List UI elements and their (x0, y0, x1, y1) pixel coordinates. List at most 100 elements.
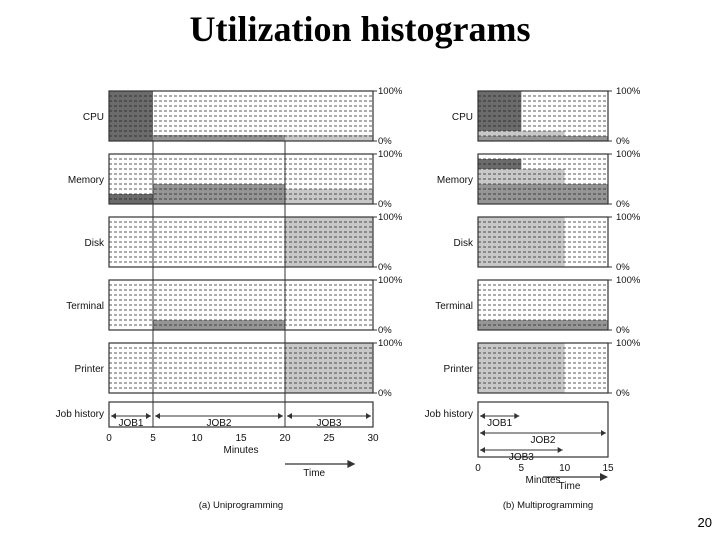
pct-bottom-label: 0% (378, 262, 392, 273)
x-tick-label: 15 (235, 433, 247, 444)
job-history-label: Job history (56, 409, 104, 420)
resource-label: Terminal (66, 301, 104, 312)
pct-bottom-label: 0% (378, 388, 392, 399)
pct-top-label: 100% (378, 338, 403, 349)
histogram-border (477, 216, 609, 268)
resource-label: Printer (444, 364, 474, 375)
histogram-border (108, 216, 374, 268)
resource-label: Disk (85, 238, 105, 249)
resource-row-disk: Disk 100% 0% (85, 212, 403, 273)
pct-bottom-label: 0% (378, 199, 392, 210)
pct-top-label: 100% (378, 275, 403, 286)
arrow-right-icon (557, 447, 563, 453)
x-tick-label: 30 (367, 433, 379, 444)
resource-row-memory: Memory 100% 0% (68, 149, 403, 210)
time-arrow-icon (347, 460, 356, 468)
x-tick-label: 20 (279, 433, 291, 444)
job-history: Job history JOB1 JOB2 JOB3 (425, 401, 609, 463)
resource-row-printer: Printer 100% 0% (75, 338, 403, 399)
arrow-left-icon (287, 413, 292, 419)
x-tick-label: 25 (323, 433, 335, 444)
utilization-bar (478, 136, 608, 141)
resource-row-cpu: CPU 100% 0% (83, 86, 403, 147)
histogram-border (108, 279, 374, 331)
pct-top-label: 100% (616, 149, 641, 160)
arrow-left-icon (480, 430, 485, 436)
histogram-border (108, 153, 374, 205)
pct-top-label: 100% (616, 338, 641, 349)
x-tick-label: 5 (519, 463, 525, 474)
panel-caption: (a) Uniprogramming (199, 500, 283, 511)
pct-bottom-label: 0% (616, 388, 630, 399)
pct-top-label: 100% (616, 275, 641, 286)
pct-top-label: 100% (616, 86, 641, 97)
job-label: JOB3 (316, 418, 341, 429)
pct-bottom-label: 0% (378, 325, 392, 336)
panel-uniprogramming: CPU100%0%Memory100%0%Disk100%0%Terminal1… (56, 86, 403, 511)
slide-title: Utilization histograms (189, 9, 531, 49)
x-tick-label: 10 (559, 463, 571, 474)
time-label: Time (303, 468, 325, 479)
pct-top-label: 100% (378, 86, 403, 97)
resource-row-terminal: Terminal 100% 0% (66, 275, 403, 336)
x-tick-label: 15 (602, 463, 614, 474)
x-tick-label: 0 (475, 463, 481, 474)
job-label: JOB3 (509, 452, 534, 463)
pct-bottom-label: 0% (616, 262, 630, 273)
resource-label: Terminal (435, 301, 473, 312)
histogram-border (477, 90, 609, 142)
pct-top-label: 100% (616, 212, 641, 223)
arrow-right-icon (278, 413, 283, 419)
histogram-border (108, 90, 374, 142)
pct-top-label: 100% (378, 212, 403, 223)
resource-label: Printer (75, 364, 105, 375)
pct-bottom-label: 0% (616, 199, 630, 210)
histogram-border (477, 342, 609, 394)
job-history: Job history JOB1 JOB2 JOB3 (56, 401, 374, 429)
resource-row-memory: Memory 100% 0% (437, 149, 641, 210)
utilization-bar (153, 135, 285, 141)
histogram-border (108, 342, 374, 394)
arrow-right-icon (514, 413, 520, 419)
resource-row-terminal: Terminal 100% 0% (435, 275, 641, 336)
arrow-left-icon (111, 413, 116, 419)
resource-label: Memory (68, 175, 104, 186)
time-arrow-icon (600, 473, 608, 481)
arrow-right-icon (601, 430, 606, 436)
resource-row-printer: Printer 100% 0% (444, 338, 641, 399)
resource-row-disk: Disk 100% 0% (454, 212, 641, 273)
histogram-border (477, 279, 609, 331)
job-label: JOB2 (206, 418, 231, 429)
panel-multiprogramming: CPU100%0%Memory100%0%Disk100%0%Terminal1… (425, 86, 641, 511)
pct-top-label: 100% (378, 149, 403, 160)
x-tick-label: 0 (106, 433, 112, 444)
arrow-left-icon (480, 447, 485, 453)
arrow-right-icon (146, 413, 151, 419)
x-axis-label: Minutes (525, 475, 560, 486)
arrow-left-icon (155, 413, 160, 419)
arrow-right-icon (366, 413, 371, 419)
pct-bottom-label: 0% (616, 136, 630, 147)
job-label: JOB1 (118, 418, 143, 429)
utilization-bar (478, 169, 565, 184)
arrow-left-icon (480, 413, 485, 419)
histogram-border (477, 153, 609, 205)
resource-label: Memory (437, 175, 473, 186)
time-label: Time (559, 481, 581, 492)
job-label: JOB2 (530, 435, 555, 446)
job-history-box (108, 401, 374, 428)
panel-caption: (b) Multiprogramming (503, 500, 593, 511)
x-tick-label: 10 (191, 433, 203, 444)
job-history-label: Job history (425, 409, 473, 420)
page-number: 20 (697, 515, 712, 530)
resource-row-cpu: CPU 100% 0% (452, 86, 641, 147)
resource-label: CPU (83, 112, 104, 123)
utilization-bar (285, 135, 373, 141)
pct-bottom-label: 0% (378, 136, 392, 147)
x-tick-label: 5 (150, 433, 156, 444)
x-axis-label: Minutes (223, 445, 258, 456)
job-history-box (477, 401, 609, 458)
job-label: JOB1 (487, 418, 512, 429)
resource-label: CPU (452, 112, 473, 123)
